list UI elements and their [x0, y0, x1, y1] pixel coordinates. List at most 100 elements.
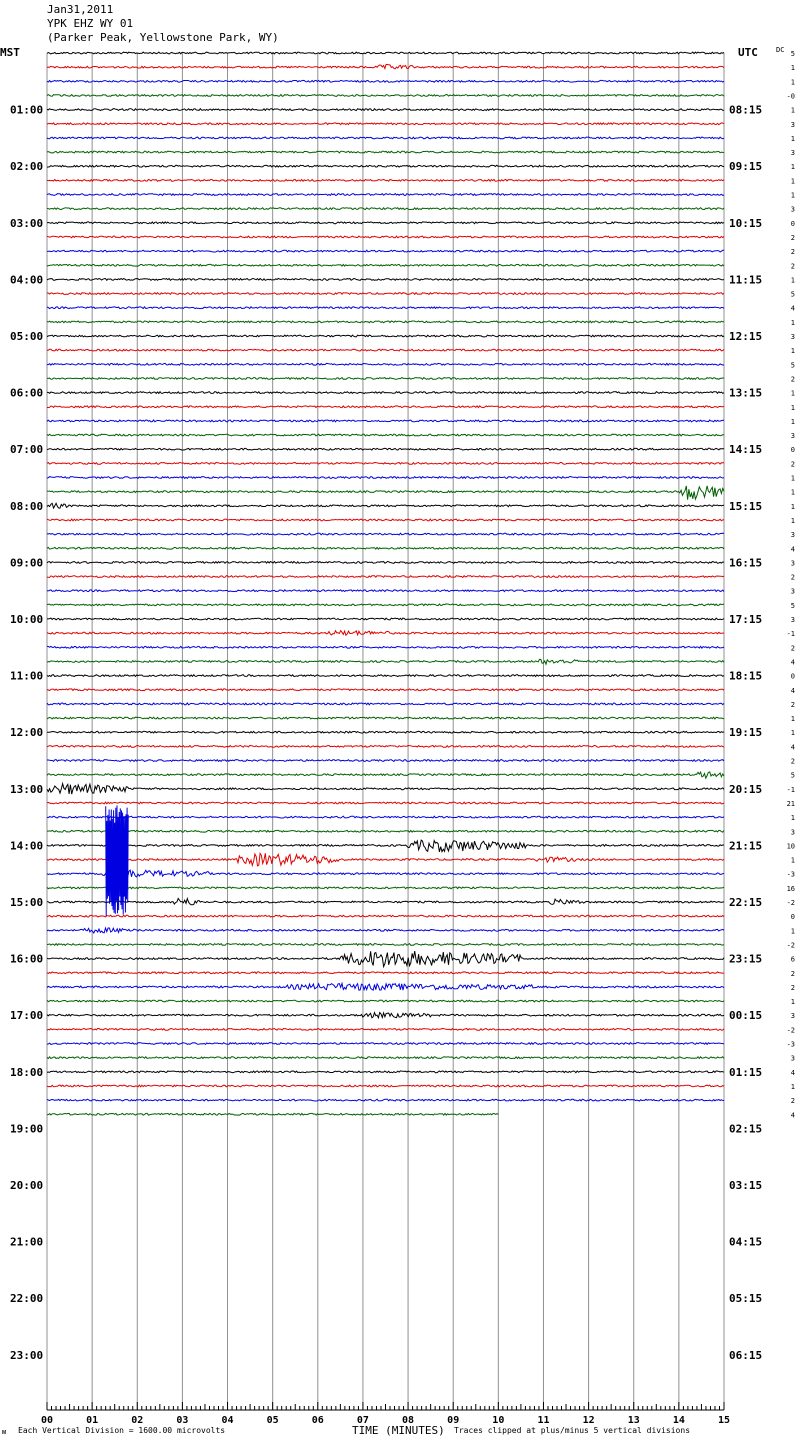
trace-line [46, 447, 725, 451]
x-tick-label: 12 [583, 1415, 595, 1426]
trace-line [46, 951, 725, 969]
dc-offset-label: 1 [791, 192, 795, 200]
trace-line [46, 235, 725, 239]
hour-labels: 01:00 02:00 03:00 04:00 05:00 06:00 07:00 08:00… [10, 104, 762, 1362]
left-hour-label: 05:00 [10, 330, 43, 343]
dc-offset-label: 1 [791, 276, 795, 284]
x-tick-label: 04 [222, 1415, 234, 1426]
dc-offset-label: 2 [791, 375, 795, 383]
right-hour-label: 16:15 [729, 556, 762, 569]
dc-offset-label: 1 [791, 927, 795, 935]
trace-line [47, 291, 725, 296]
trace-line [46, 1027, 725, 1031]
left-hour-label: 10:00 [10, 613, 43, 626]
trace-line [46, 815, 725, 819]
trace-line [46, 546, 725, 550]
x-tick-label: 06 [312, 1415, 324, 1426]
dc-offset-label: 3 [791, 616, 795, 624]
x-tick-label: 11 [537, 1415, 549, 1426]
left-hour-label: 18:00 [10, 1066, 43, 1079]
dc-offset-label: -3 [787, 1041, 795, 1049]
trace-line [46, 702, 725, 706]
trace-line [47, 362, 724, 367]
trace-line [46, 107, 725, 112]
right-hour-label: 11:15 [729, 273, 762, 286]
x-tick-label: 03 [176, 1415, 188, 1426]
trace-line [47, 348, 725, 352]
trace-line [47, 829, 725, 833]
x-tick-label: 00 [41, 1415, 53, 1426]
dc-offset-label: 1 [791, 814, 795, 822]
left-hour-label: 13:00 [10, 783, 43, 796]
dc-offset-label: 3 [791, 828, 795, 836]
dc-offset-label: 3 [791, 333, 795, 341]
dc-offset-label: 3 [791, 559, 795, 567]
trace-line [46, 645, 725, 650]
dc-offset-label: 1 [791, 475, 795, 483]
right-hour-label: 04:15 [729, 1236, 762, 1249]
scale-note: Each Vertical Division = 1600.00 microvo… [18, 1426, 226, 1435]
dc-offset-label: 3 [791, 1055, 795, 1063]
chart-station: YPK EHZ WY 01 [47, 17, 134, 30]
left-hour-label: 09:00 [10, 556, 43, 569]
left-hour-label: 03:00 [10, 217, 43, 230]
trace-line [46, 574, 725, 579]
dc-offset-label: 2 [791, 1097, 795, 1105]
trace-line [46, 518, 725, 522]
dc-offset-label: 1 [791, 729, 795, 737]
dc-offset-label: 2 [791, 758, 795, 766]
left-hour-label: 01:00 [10, 104, 43, 117]
left-hour-label: 20:00 [10, 1179, 43, 1192]
dc-offset-label: -1 [787, 630, 795, 638]
dc-offset-label: 0 [791, 220, 795, 228]
dc-offset-label: 3 [791, 432, 795, 440]
trace-line [47, 405, 725, 409]
trace-line [46, 532, 725, 536]
trace-line [46, 320, 725, 324]
dc-offset-label: 1 [791, 347, 795, 355]
right-hour-label: 21:15 [729, 839, 762, 852]
trace-line [46, 206, 725, 211]
dc-offset-label: 1 [791, 390, 795, 398]
dc-offset-label: 1 [791, 503, 795, 511]
trace-line [46, 93, 725, 98]
left-hour-label: 08:00 [10, 500, 43, 513]
dc-offset-label: 3 [791, 588, 795, 596]
right-timezone-label: UTC [738, 46, 758, 59]
trace-line [46, 886, 725, 890]
right-hour-label: 02:15 [729, 1122, 762, 1135]
trace-line [46, 588, 725, 593]
trace-line [46, 1011, 725, 1020]
trace-line [46, 51, 725, 55]
trace-line [46, 164, 725, 168]
trace-line [46, 688, 725, 692]
trace-line [46, 263, 725, 267]
left-hour-label: 07:00 [10, 443, 43, 456]
right-hour-label: 10:15 [729, 217, 762, 230]
trace-line [46, 249, 725, 253]
dc-offset-label: 1 [791, 78, 795, 86]
dc-offset-label: 1 [791, 489, 795, 497]
clipped-event-trace [105, 805, 129, 916]
dc-offset-label: 1 [791, 135, 795, 143]
dc-offset-label: 21 [787, 800, 795, 808]
dc-offset-label: 5 [791, 772, 795, 780]
right-hour-label: 08:15 [729, 104, 762, 117]
dc-offset-label: 4 [791, 545, 795, 553]
right-hour-label: 14:15 [729, 443, 762, 456]
trace-line [46, 376, 725, 381]
dc-offset-label: 4 [791, 658, 795, 666]
dc-offset-label: 5 [791, 361, 795, 369]
left-hour-label: 22:00 [10, 1292, 43, 1305]
trace-line [46, 673, 725, 678]
left-hour-label: 04:00 [10, 273, 43, 286]
left-hour-label: 11:00 [10, 670, 43, 683]
chart-date: Jan31,2011 [47, 3, 114, 16]
right-hour-label: 06:15 [729, 1349, 762, 1362]
dc-offset-label: 4 [791, 1111, 795, 1119]
dc-header-label: DC [776, 46, 785, 54]
trace-line [46, 629, 725, 637]
dc-offset-label: 2 [791, 460, 795, 468]
dc-offset-label: 3 [791, 149, 795, 157]
